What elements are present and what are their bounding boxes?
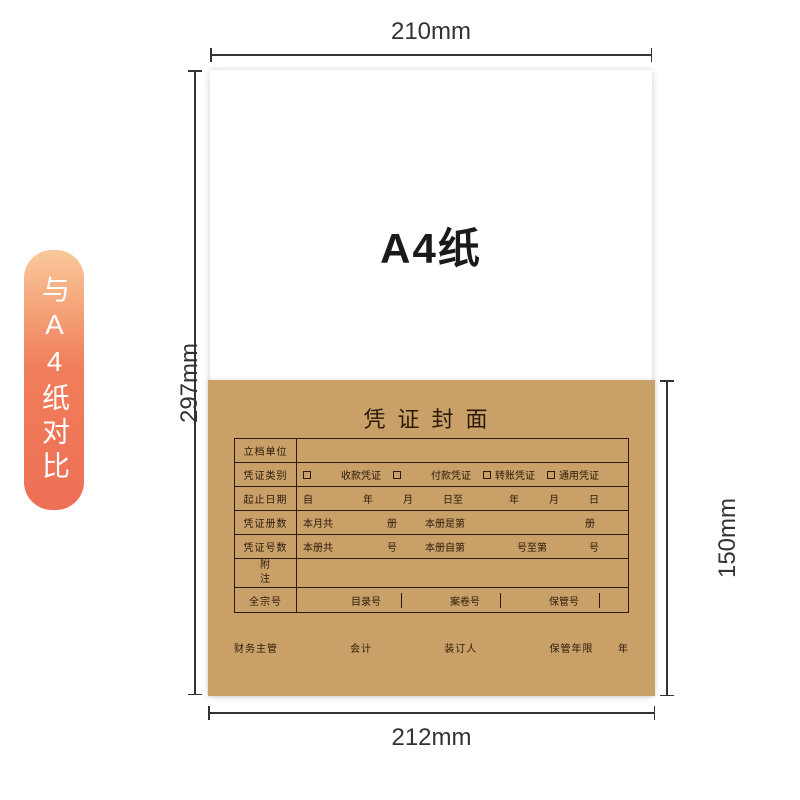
- row-unit: 立档单位: [235, 439, 628, 463]
- voucher-form: 立档单位 凭证类别 收款凭证 付款凭证 转账凭证 通用凭证 起止日期: [234, 438, 629, 613]
- opt-transfer: 转账凭证: [495, 467, 535, 482]
- checkbox-icon: [393, 471, 401, 479]
- label-unit: 立档单位: [235, 439, 297, 462]
- compare-badge: 与A4纸对比: [24, 250, 84, 510]
- dimension-top-line: [210, 48, 652, 62]
- dimension-top: 210mm: [210, 18, 652, 62]
- label-type: 凭证类别: [235, 463, 297, 486]
- dimension-left: 297mm: [172, 70, 202, 695]
- dimension-top-label: 210mm: [210, 18, 652, 46]
- compare-badge-text: 与A4纸对比: [34, 275, 74, 485]
- val-archive: 目录号 案卷号 保管号: [297, 588, 628, 612]
- sign-accountant: 会计: [350, 640, 372, 655]
- voucher-cover: 凭证封面 立档单位 凭证类别 收款凭证 付款凭证 转账凭证 通用凭证: [208, 380, 655, 696]
- dimension-right-line: [660, 380, 674, 696]
- dimension-bottom-label: 212mm: [208, 724, 655, 752]
- dimension-bottom-line: [208, 706, 655, 720]
- checkbox-icon: [547, 471, 555, 479]
- row-attach: 附注: [235, 559, 628, 588]
- checkbox-icon: [483, 471, 491, 479]
- sign-retention: 保管年限 年: [549, 640, 629, 655]
- sign-finance: 财务主管: [234, 640, 278, 655]
- row-numbers: 凭证号数 本册共 号 本册自第 号至第 号: [235, 535, 628, 559]
- signature-row: 财务主管 会计 装订人 保管年限 年: [234, 640, 629, 655]
- opt-receipt: 收款凭证: [341, 467, 381, 482]
- a4-title: A4纸: [210, 215, 652, 276]
- dimension-right: 150mm: [660, 380, 690, 696]
- row-date: 起止日期 自 年 月 日至 年 月 日: [235, 487, 628, 511]
- val-date: 自 年 月 日至 年 月 日: [297, 487, 628, 510]
- opt-general: 通用凭证: [559, 467, 599, 482]
- dimension-bottom: 212mm: [208, 706, 655, 752]
- val-numbers: 本册共 号 本册自第 号至第 号: [297, 535, 628, 558]
- checkbox-icon: [303, 471, 311, 479]
- row-type: 凭证类别 收款凭证 付款凭证 转账凭证 通用凭证: [235, 463, 628, 487]
- label-attach: 附注: [235, 559, 297, 587]
- dimension-left-line: [188, 70, 202, 695]
- voucher-cover-title: 凭证封面: [208, 380, 655, 434]
- label-date: 起止日期: [235, 487, 297, 510]
- label-volumes: 凭证册数: [235, 511, 297, 534]
- label-numbers: 凭证号数: [235, 535, 297, 558]
- opt-payment: 付款凭证: [431, 467, 471, 482]
- row-volumes: 凭证册数 本月共 册 本册是第 册: [235, 511, 628, 535]
- val-volumes: 本月共 册 本册是第 册: [297, 511, 628, 534]
- sign-binder: 装订人: [444, 640, 477, 655]
- label-archive: 全宗号: [235, 588, 297, 612]
- dimension-right-label: 150mm: [714, 498, 742, 578]
- val-type: 收款凭证 付款凭证 转账凭证 通用凭证: [297, 463, 628, 486]
- row-archive: 全宗号 目录号 案卷号 保管号: [235, 588, 628, 612]
